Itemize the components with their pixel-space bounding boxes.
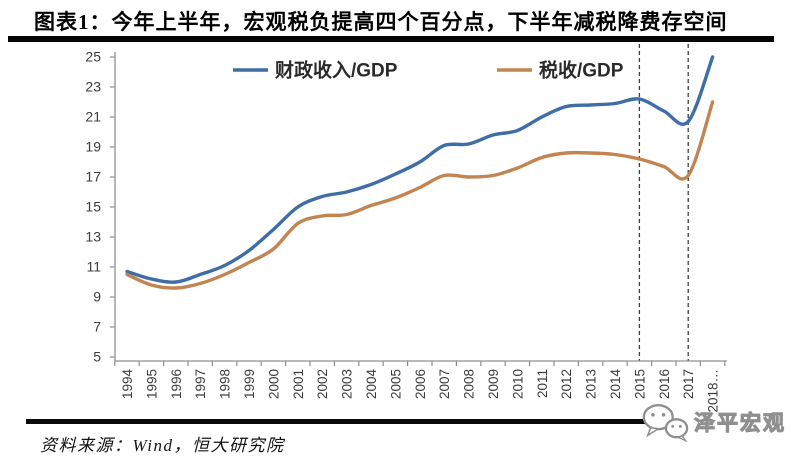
y-tick-label: 23 xyxy=(85,79,101,95)
brand-watermark: 泽平宏观 xyxy=(640,402,786,442)
legend-label: 税收/GDP xyxy=(539,59,624,82)
y-tick-label: 5 xyxy=(93,349,101,365)
x-tick-label: 1997 xyxy=(193,369,208,399)
series-line xyxy=(125,55,715,284)
x-tick-label: 2008 xyxy=(462,369,477,399)
x-tick-label: 2017 xyxy=(681,369,696,399)
y-tick-label: 15 xyxy=(85,199,101,215)
x-tick-label: 2009 xyxy=(486,369,501,399)
x-tick-label: 1996 xyxy=(169,369,184,399)
x-tick-label: 2015 xyxy=(632,369,647,399)
x-tick-label: 2005 xyxy=(388,369,403,399)
source-text: 资料来源：Wind，恒大研究院 xyxy=(40,436,285,455)
x-tick-label: 2011 xyxy=(535,369,550,398)
chart-title: 图表1：今年上半年，宏观税负提高四个百分点，下半年减税降费存空间 xyxy=(34,10,728,34)
x-tick-label: 1994 xyxy=(120,369,135,400)
x-tick-label: 2006 xyxy=(413,369,428,399)
x-tick-label: 1995 xyxy=(144,369,159,399)
y-tick-label: 7 xyxy=(93,319,101,335)
y-tick-label: 17 xyxy=(85,169,101,185)
y-tick-label: 13 xyxy=(85,229,101,245)
line-chart: 5 7 9 11 13 15 17 19 21 23 25 1994 1995 1996 1997 1998 1… xyxy=(85,44,727,413)
x-tick-label: 2002 xyxy=(315,369,330,399)
y-tick-label: 11 xyxy=(86,259,101,275)
y-tick-label: 25 xyxy=(85,49,101,65)
watermark-text: 泽平宏观 xyxy=(694,412,786,436)
x-tick-label: 2007 xyxy=(437,369,452,399)
x-tick-label: 2000 xyxy=(266,369,281,399)
y-tick-label: 21 xyxy=(85,109,101,125)
x-tick-label: 2013 xyxy=(584,369,599,399)
x-tick-label: 2004 xyxy=(364,369,379,400)
x-tick-label: 2001 xyxy=(291,369,306,399)
wechat-icon xyxy=(642,404,689,442)
series-line xyxy=(125,100,715,290)
title-underline xyxy=(8,36,774,42)
y-tick-label: 19 xyxy=(85,139,101,155)
y-tick-label: 9 xyxy=(93,289,101,305)
footer-rule xyxy=(26,419,660,424)
legend-label: 财政收入/GDP xyxy=(275,59,398,82)
x-tick-label: 1999 xyxy=(242,369,257,399)
x-tick-label: 2012 xyxy=(559,369,574,399)
x-tick-label: 1998 xyxy=(218,369,233,399)
x-tick-label: 2018… xyxy=(706,369,721,413)
x-tick-label: 2014 xyxy=(608,369,623,400)
x-tick-label: 2010 xyxy=(510,369,525,399)
x-tick-label: 2016 xyxy=(657,369,672,399)
x-tick-label: 2003 xyxy=(340,369,355,399)
